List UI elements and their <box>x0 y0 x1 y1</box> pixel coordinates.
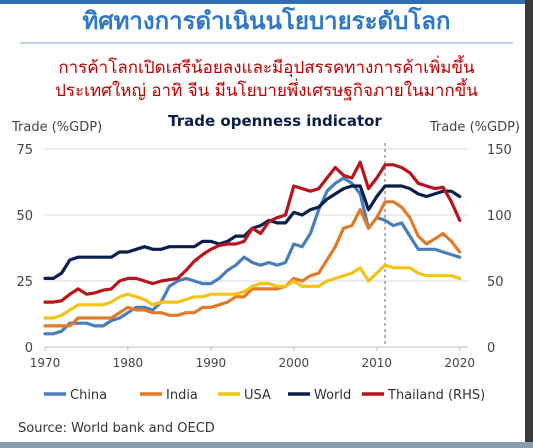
legend: China India USA World Thailand (RHS) <box>44 388 485 403</box>
y-tick-label-left: 50 <box>16 209 33 224</box>
subtitle-line-1: การค้าโลกเปิดเสรีน้อยลงและมีอุปสรรคทางกา… <box>58 58 475 78</box>
y-tick-label-right: 100 <box>487 209 512 224</box>
source-note: Source: World bank and OECD <box>18 421 215 436</box>
y-tick-label-left: 0 <box>25 341 33 356</box>
series-line-china <box>43 176 462 336</box>
series-line-usa <box>43 263 462 320</box>
y-axis-label-right: Trade (%GDP) <box>429 120 520 135</box>
slide-header: ทิศทางการดำเนินนโยบายระดับโลก <box>82 7 451 35</box>
axis-ticks: 0 0 25 50 50 100 75 150 1970 1980 1990 2000 2010 2020 <box>16 143 511 370</box>
x-tick-label: 1970 <box>30 356 61 370</box>
legend-label: World <box>314 388 351 403</box>
legend-label: India <box>166 388 198 403</box>
x-tick-label: 2020 <box>444 356 475 370</box>
right-border <box>525 0 533 448</box>
x-tick-label: 2000 <box>279 356 310 370</box>
legend-label: Thailand (RHS) <box>387 388 485 403</box>
chart-title: Trade openness indicator <box>168 112 382 130</box>
y-tick-label-right: 50 <box>487 275 504 290</box>
legend-label: USA <box>244 388 271 403</box>
bottom-border <box>0 442 533 448</box>
x-tick-label: 1990 <box>196 356 227 370</box>
y-axis-label-left: Trade (%GDP) <box>11 120 102 135</box>
subtitle-line-2: ประเทศใหญ่ อาทิ จีน มีนโยบายพึ่งเศรษฐกิจ… <box>55 81 478 101</box>
series-line-india <box>43 200 462 328</box>
y-tick-label-left: 75 <box>16 143 33 158</box>
y-tick-label-right: 150 <box>487 143 512 158</box>
y-tick-label-left: 25 <box>16 275 33 290</box>
series-lines <box>43 160 462 336</box>
series-line-thailand-rhs <box>43 160 462 304</box>
header-divider <box>20 42 513 44</box>
grid-lines <box>44 143 468 351</box>
top-accent-line <box>0 0 533 4</box>
x-tick-label: 2010 <box>361 356 392 370</box>
y-tick-label-right: 0 <box>487 341 495 356</box>
x-tick-label: 1980 <box>113 356 144 370</box>
series-line-world <box>43 184 462 280</box>
legend-label: China <box>70 388 107 403</box>
